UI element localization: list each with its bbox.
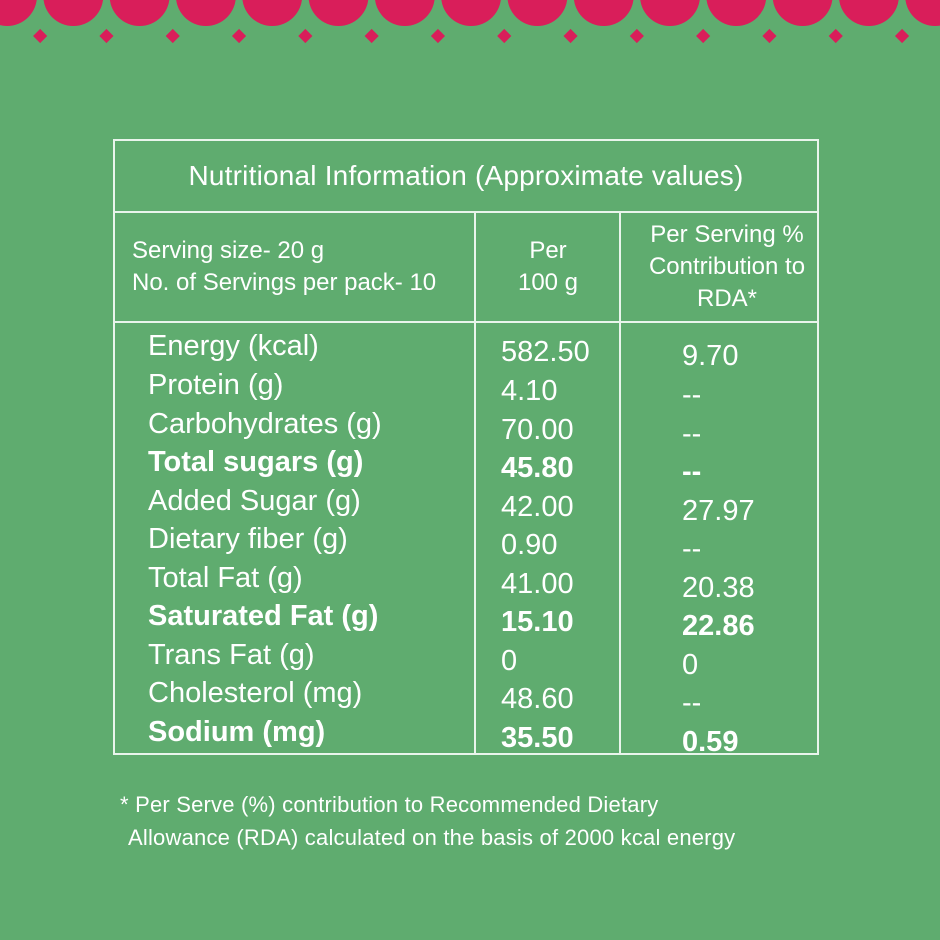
nutrition-table: Nutritional Information (Approximate val… [113, 139, 819, 758]
rda-value: 0.59 [682, 726, 739, 758]
table-row: Protein (g) 4.10 -- [115, 366, 817, 411]
rda-value: 22.86 [682, 610, 755, 642]
rda-header-line: Contribution to [648, 253, 806, 280]
diamond-shape [894, 28, 910, 44]
table-row: Trans Fat (g) 0 0 [115, 636, 817, 681]
table-row: Sodium (mg) 35.50 0.59 [115, 713, 817, 758]
per-100g-value: 0 [501, 645, 518, 677]
scallop-shape [109, 0, 170, 26]
diamond-shape [99, 28, 114, 44]
diamond-shape [696, 28, 711, 44]
per-100g-header-line: Per [529, 237, 567, 264]
scallop-shape [43, 0, 104, 26]
servings-per-pack-label: No. of Servings per pack- 10 [132, 269, 437, 296]
rda-value: 27.97 [682, 495, 755, 527]
table-row: Carbohydrates (g) 70.00 -- [115, 405, 817, 450]
scalloped-border-decoration [0, 0, 940, 44]
table-row: Total Fat (g) 41.00 20.38 [115, 559, 817, 604]
rda-contribution-header: Per Serving % Contribution to RDA* [623, 213, 831, 321]
scallop-shape [441, 0, 501, 26]
rda-value: 0 [682, 649, 699, 681]
diamond-shape [828, 28, 843, 44]
header-divider [115, 321, 817, 323]
table-row: Cholesterol (mg) 48.60 -- [115, 674, 817, 719]
scallop-shape [242, 0, 302, 26]
diamond-shape [629, 28, 644, 44]
nutrient-name: Dietary fiber (g) [148, 523, 348, 555]
scallop-shape [176, 0, 236, 26]
rda-value: 9.70 [682, 340, 739, 372]
column-divider [619, 213, 621, 753]
table-row: Added Sugar (g) 42.00 27.97 [115, 482, 817, 527]
per-100g-header: Per 100 g [477, 213, 619, 321]
rda-value: -- [682, 418, 702, 450]
diamond-shape [165, 28, 180, 44]
diamond-shape [298, 28, 313, 44]
scallop-shape [375, 0, 435, 26]
scallop-shape [706, 0, 767, 26]
rda-footnote: * Per Serve (%) contribution to Recommen… [120, 788, 880, 854]
footnote-line: * Per Serve (%) contribution to Recommen… [120, 792, 659, 817]
footnote-line: Allowance (RDA) calculated on the basis … [128, 825, 736, 850]
scallop-shape [0, 0, 37, 26]
per-100g-value: 45.80 [501, 452, 574, 484]
diamond-shape [430, 28, 446, 44]
rda-header-line: RDA* [696, 285, 757, 312]
per-100g-value: 582.50 [501, 336, 590, 368]
nutrient-name: Protein (g) [148, 369, 284, 401]
per-100g-value: 41.00 [501, 568, 574, 600]
rda-header-line: Per Serving % [650, 221, 804, 248]
scallop-shape [507, 0, 568, 26]
rda-value: -- [682, 379, 702, 411]
diamond-shape [231, 28, 247, 44]
nutrient-name: Sodium (mg) [148, 716, 326, 748]
diamond-shape [33, 28, 48, 44]
nutrient-name: Added Sugar (g) [148, 485, 361, 517]
serving-size-label: Serving size- 20 g [132, 237, 325, 264]
table-row: Energy (kcal) 582.50 9.70 [115, 327, 817, 372]
rda-value: -- [682, 533, 702, 565]
per-100g-value: 70.00 [501, 414, 574, 446]
column-divider [474, 213, 476, 753]
table-row: Saturated Fat (g) 15.10 22.86 [115, 597, 817, 642]
rda-value: -- [682, 687, 702, 719]
nutrient-name: Energy (kcal) [148, 330, 319, 362]
scallop-shape [308, 0, 369, 26]
scallop-shape [905, 0, 940, 26]
scallop-shape [640, 0, 700, 26]
per-100g-value: 15.10 [501, 606, 574, 638]
rda-value: -- [682, 456, 702, 488]
diamond-shape [364, 28, 379, 44]
per-100g-value: 35.50 [501, 722, 574, 754]
rda-value: 20.38 [682, 572, 755, 604]
per-100g-value: 0.90 [501, 529, 558, 561]
nutrient-name: Cholesterol (mg) [148, 677, 363, 709]
per-100g-value: 4.10 [501, 375, 558, 407]
nutrient-name: Total Fat (g) [148, 562, 303, 594]
nutrient-name: Total sugars (g) [148, 446, 364, 478]
scallop-shape [772, 0, 833, 26]
nutrient-name: Carbohydrates (g) [148, 408, 382, 440]
per-100g-header-line: 100 g [517, 269, 579, 296]
scallop-shape [573, 0, 634, 26]
table-row: Total sugars (g) 45.80 -- [115, 443, 817, 488]
per-100g-value: 42.00 [501, 491, 574, 523]
scallop-shape [839, 0, 899, 26]
table-title: Nutritional Information (Approximate val… [115, 141, 817, 213]
diamond-shape [762, 28, 777, 44]
nutrient-name: Saturated Fat (g) [148, 600, 379, 632]
nutrient-name: Trans Fat (g) [148, 639, 315, 671]
serving-info-header: Serving size- 20 g No. of Servings per p… [132, 213, 472, 321]
diamond-shape [563, 28, 578, 44]
per-100g-value: 48.60 [501, 683, 574, 715]
table-row: Dietary fiber (g) 0.90 -- [115, 520, 817, 565]
diamond-shape [497, 28, 512, 44]
